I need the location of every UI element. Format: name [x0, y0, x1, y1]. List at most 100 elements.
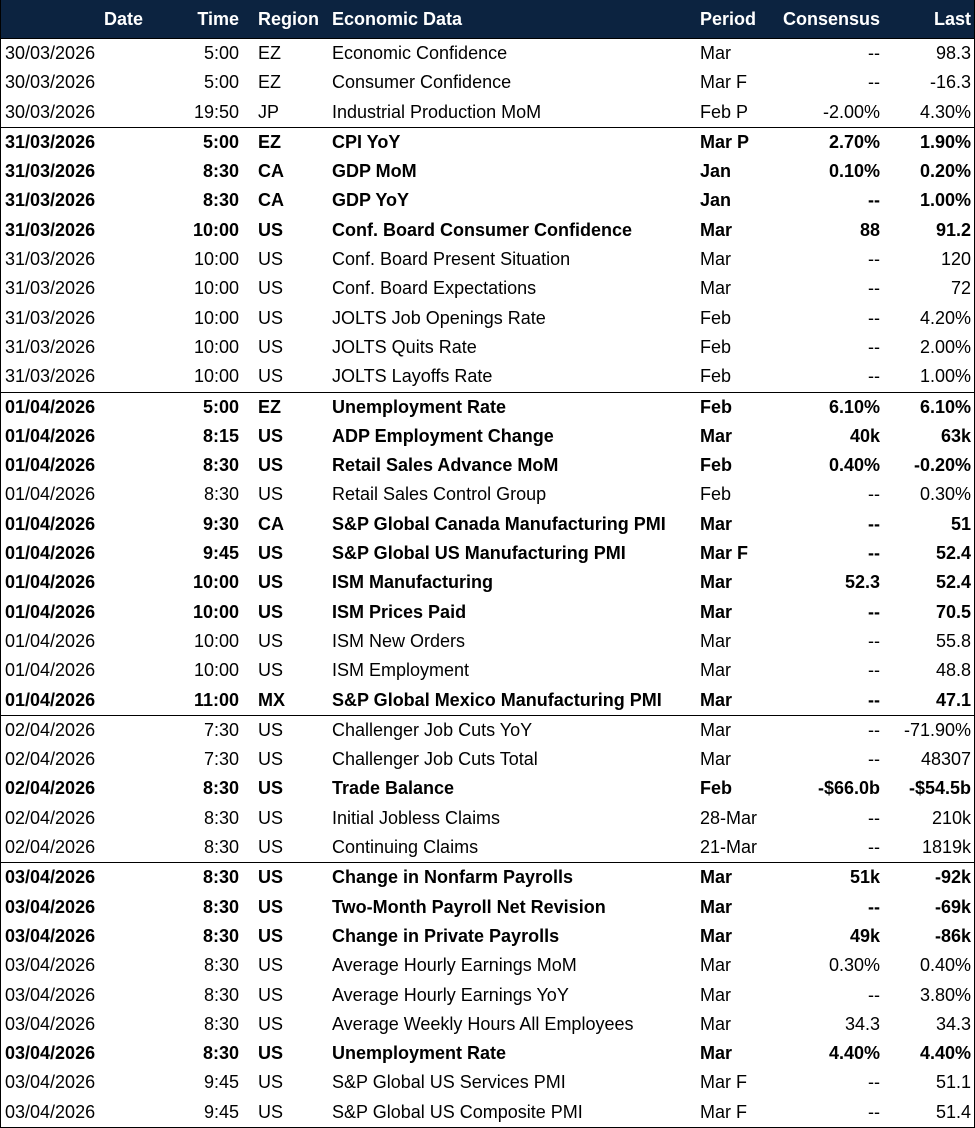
cell-date: 03/04/2026	[5, 896, 96, 917]
table-row: 30/03/2026 5:00 EZ Consumer Confidence Mar F…	[1, 68, 974, 97]
cell-date: 03/04/2026	[5, 984, 96, 1005]
cell-time: 7:30	[203, 749, 239, 770]
cell-economic-data: S&P Global US Manufacturing PMI	[332, 543, 626, 564]
cell-consensus: --	[868, 689, 880, 710]
cell-region: US	[258, 719, 284, 740]
cell-date: 03/04/2026	[5, 1101, 96, 1122]
cell-period: Feb	[700, 336, 732, 357]
cell-region: US	[258, 896, 284, 917]
cell-time: 10:00	[193, 307, 239, 328]
cell-region: US	[258, 455, 284, 476]
cell-region: EZ	[258, 396, 282, 417]
cell-time: 8:30	[202, 161, 239, 182]
cell-economic-data: ISM Prices Paid	[332, 601, 467, 622]
cell-time: 19:50	[193, 101, 239, 122]
table-row: 31/03/2026 10:00 US Conf. Board Present Sit…	[1, 245, 974, 274]
cell-region: US	[258, 572, 284, 593]
cell-time: 8:30	[202, 925, 239, 946]
cell-last: -$54.5b	[908, 778, 971, 799]
cell-consensus: 4.40%	[828, 1043, 880, 1064]
table-row: 01/04/2026 11:00 MX S&P Global Mexico Manuf…	[1, 686, 974, 715]
cell-region: US	[258, 1072, 284, 1093]
cell-last: -16.3	[929, 72, 971, 93]
cell-economic-data: Trade Balance	[332, 778, 455, 799]
cell-consensus: 0.10%	[828, 161, 880, 182]
cell-region: US	[258, 366, 284, 387]
cell-time: 5:00	[203, 43, 239, 63]
cell-region: US	[258, 867, 284, 888]
cell-consensus: --	[868, 601, 880, 622]
table-row: 02/04/2026 7:30 US Challenger Job Cuts Tota…	[1, 745, 974, 774]
cell-economic-data: S&P Global US Composite PMI	[332, 1101, 583, 1122]
cell-region: EZ	[258, 72, 282, 93]
table-row: 01/04/2026 9:30 CA S&P Global Canada Manufa…	[1, 510, 974, 539]
cell-economic-data: Industrial Production MoM	[332, 101, 542, 122]
cell-region: US	[258, 984, 284, 1005]
cell-period: Mar	[700, 867, 733, 888]
cell-last: 51.1	[935, 1072, 971, 1093]
cell-date: 02/04/2026	[5, 719, 96, 740]
cell-economic-data: Consumer Confidence	[332, 72, 512, 93]
cell-period: Mar	[700, 896, 733, 917]
cell-consensus: --	[868, 484, 880, 505]
cell-time: 10:00	[192, 572, 239, 593]
cell-consensus: --	[868, 190, 880, 211]
cell-date: 01/04/2026	[5, 601, 96, 622]
cell-region: US	[258, 543, 284, 564]
cell-economic-data: Continuing Claims	[332, 837, 479, 858]
cell-last: 1.00%	[919, 366, 971, 387]
cell-date: 01/04/2026	[5, 543, 96, 564]
cell-period: Jan	[700, 161, 732, 182]
cell-period: Mar	[700, 749, 731, 770]
cell-region: US	[258, 278, 284, 299]
cell-period: Mar	[700, 513, 733, 534]
cell-date: 01/04/2026	[5, 396, 96, 417]
cell-last: 1.00%	[919, 190, 971, 211]
cell-time: 8:30	[202, 778, 239, 799]
cell-period: Mar P	[700, 131, 750, 152]
cell-economic-data: Retail Sales Control Group	[332, 484, 547, 505]
column-header-time: Time	[197, 9, 239, 29]
cell-economic-data: JOLTS Layoffs Rate	[332, 366, 493, 387]
cell-consensus: 6.10%	[828, 396, 880, 417]
cell-economic-data: S&P Global Mexico Manufacturing PMI	[332, 689, 662, 710]
column-header-last: Last	[933, 9, 971, 29]
cell-period: Mar	[700, 630, 731, 651]
cell-region: US	[258, 807, 284, 828]
cell-region: MX	[258, 689, 285, 710]
cell-last: -0.20%	[913, 455, 971, 476]
cell-time: 9:45	[203, 1101, 239, 1122]
cell-region: US	[258, 925, 284, 946]
cell-period: Mar	[700, 984, 731, 1005]
column-header-consensus: Consensus	[782, 9, 880, 29]
cell-time: 9:45	[202, 543, 239, 564]
cell-region: US	[258, 219, 284, 240]
cell-last: 91.2	[935, 219, 971, 240]
cell-consensus: --	[868, 1072, 880, 1093]
cell-last: 4.20%	[919, 307, 971, 328]
cell-region: CA	[258, 513, 284, 534]
cell-economic-data: Average Weekly Hours All Employees	[332, 1013, 634, 1034]
cell-last: 4.40%	[919, 1043, 971, 1064]
cell-date: 01/04/2026	[5, 513, 96, 534]
cell-economic-data: JOLTS Quits Rate	[332, 336, 477, 357]
cell-period: Mar	[700, 249, 731, 270]
table-row: 01/04/2026 9:45 US S&P Global US Manufactur…	[1, 539, 974, 568]
cell-date: 30/03/2026	[5, 101, 96, 122]
cell-last: 55.8	[935, 630, 971, 651]
cell-consensus: --	[868, 307, 880, 328]
table-body: 30/03/2026 5:00 EZ Economic Confidence Mar --…	[1, 39, 974, 1127]
cell-economic-data: Initial Jobless Claims	[332, 807, 501, 828]
cell-time: 8:30	[202, 867, 239, 888]
cell-date: 31/03/2026	[5, 366, 96, 387]
table-row: 30/03/2026 19:50 JP Industrial Production M…	[1, 98, 974, 127]
cell-date: 02/04/2026	[5, 837, 96, 858]
table-row: 03/04/2026 9:45 US S&P Global US Composite …	[1, 1098, 974, 1127]
table-row: 01/04/2026 10:00 US ISM New Orders Mar -- 55.8	[1, 627, 974, 656]
cell-region: US	[258, 484, 284, 505]
cell-last: 48.8	[935, 660, 971, 681]
table-row: 31/03/2026 10:00 US JOLTS Quits Rate Feb -- 2.…	[1, 333, 974, 362]
cell-last: 48307	[920, 749, 971, 770]
cell-last: 210k	[931, 807, 971, 828]
cell-last: 0.20%	[919, 161, 971, 182]
